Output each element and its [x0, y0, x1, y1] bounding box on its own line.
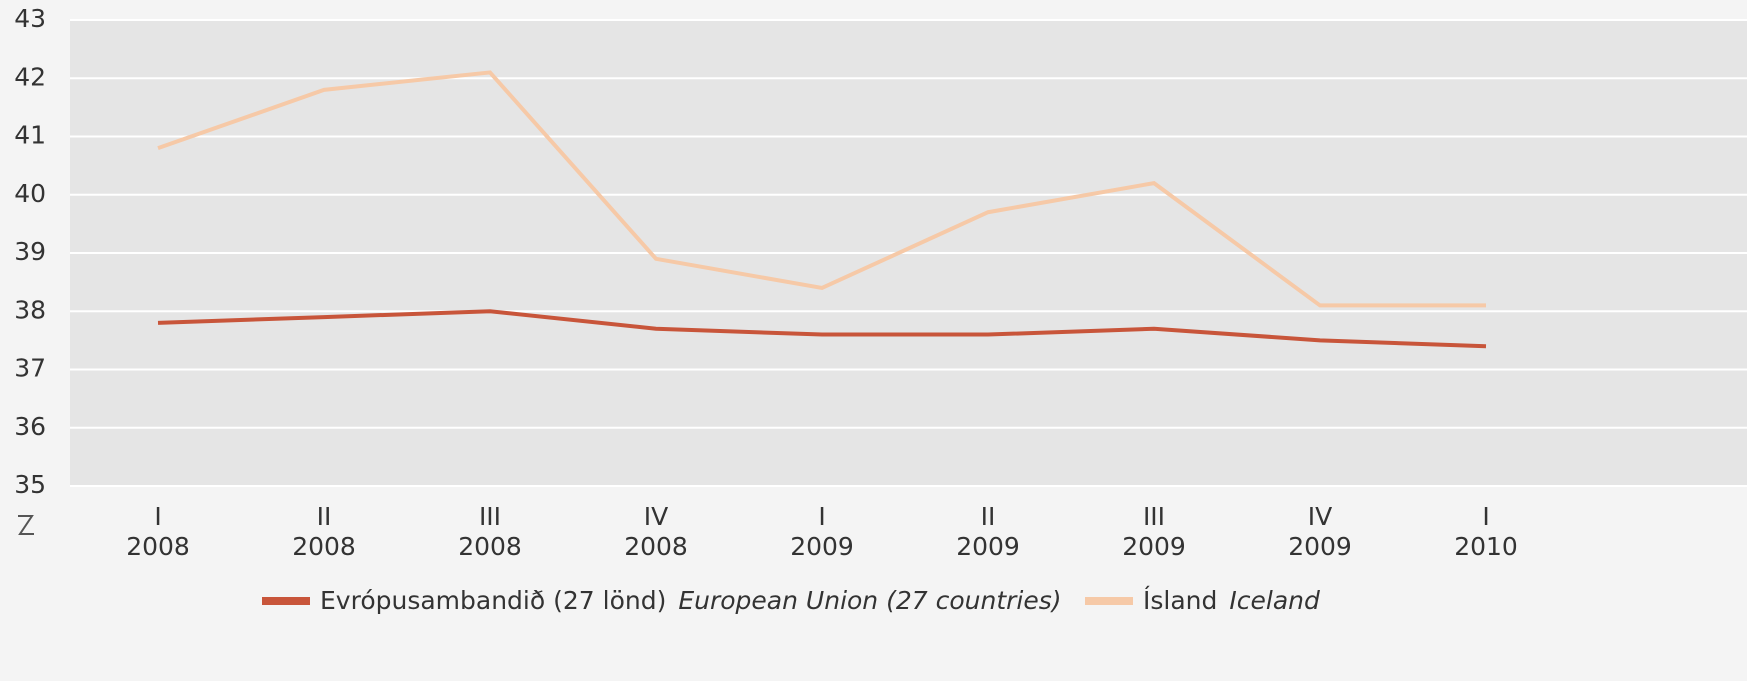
- x-tick-label: III: [479, 502, 501, 531]
- legend-label-part: European Union (27 countries): [678, 586, 1061, 615]
- legend-swatch: [1085, 597, 1133, 605]
- x-tick-label: 2009: [1288, 532, 1352, 561]
- legend-label-part: Ísland: [1143, 586, 1217, 615]
- x-tick-label: II: [317, 502, 332, 531]
- x-tick-label: 2010: [1454, 532, 1518, 561]
- x-tick-label: IV: [1308, 502, 1332, 531]
- y-tick-label: 35: [14, 470, 46, 499]
- legend-label: Ísland Iceland: [1143, 586, 1320, 615]
- y-tick-label: 41: [14, 121, 46, 150]
- legend-label-part: Iceland: [1229, 586, 1320, 615]
- x-tick-label: I: [818, 502, 825, 531]
- x-tick-label: I: [1482, 502, 1489, 531]
- x-tick-label: 2008: [292, 532, 356, 561]
- x-tick-label: II: [981, 502, 996, 531]
- x-tick-label: III: [1143, 502, 1165, 531]
- x-tick-label: 2008: [624, 532, 688, 561]
- y-tick-label: 40: [14, 179, 46, 208]
- x-tick-label: IV: [644, 502, 668, 531]
- y-tick-label: 43: [14, 4, 46, 33]
- x-tick-label: 2008: [126, 532, 190, 561]
- x-tick-label: 2009: [790, 532, 854, 561]
- legend-swatch: [262, 597, 310, 605]
- y-tick-label: 37: [14, 354, 46, 383]
- y-tick-label: 42: [14, 62, 46, 91]
- legend-label: Evrópusambandið (27 lönd) European Union …: [320, 586, 1062, 615]
- series-line: [157, 309, 1487, 349]
- y-tick-label: 39: [14, 237, 46, 266]
- x-tick-label: 2008: [458, 532, 522, 561]
- x-tick-label: I: [154, 502, 161, 531]
- x-tick-label: 2009: [956, 532, 1020, 561]
- y-tick-label: 36: [14, 412, 46, 441]
- x-tick-label: 2009: [1122, 532, 1186, 561]
- legend-label-part: Evrópusambandið (27 lönd): [320, 586, 666, 615]
- y-tick-label: 38: [14, 295, 46, 324]
- axis-break: [18, 515, 34, 535]
- series-line: [157, 70, 1486, 308]
